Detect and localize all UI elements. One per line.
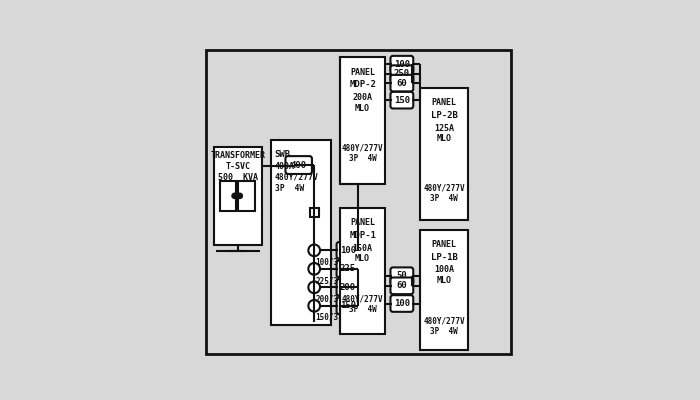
Text: PANEL: PANEL <box>432 240 456 249</box>
Text: MLO: MLO <box>355 254 370 264</box>
Text: 150: 150 <box>340 301 356 310</box>
Text: 50: 50 <box>396 271 407 280</box>
Text: MLO: MLO <box>437 134 452 143</box>
Text: 3P  4W: 3P 4W <box>430 194 458 204</box>
Text: 60: 60 <box>396 281 407 290</box>
Text: 225: 225 <box>340 264 356 273</box>
Text: MDP-1: MDP-1 <box>349 231 376 240</box>
Text: 150: 150 <box>394 96 410 105</box>
FancyBboxPatch shape <box>286 156 312 174</box>
Text: 100: 100 <box>394 299 410 308</box>
Bar <box>420 230 468 350</box>
Bar <box>220 181 237 211</box>
Text: 480Y/277V: 480Y/277V <box>342 144 384 152</box>
Text: 225/3: 225/3 <box>315 276 338 285</box>
Ellipse shape <box>309 263 320 275</box>
Text: LP-1B: LP-1B <box>430 253 458 262</box>
FancyBboxPatch shape <box>391 92 413 108</box>
Text: TRANSFORMER: TRANSFORMER <box>211 151 265 160</box>
Text: 3P  4W: 3P 4W <box>349 305 377 314</box>
Text: 100A: 100A <box>434 265 454 274</box>
Text: 150A: 150A <box>353 244 372 253</box>
Bar <box>238 181 255 211</box>
Bar <box>214 146 262 245</box>
Text: MLO: MLO <box>355 104 370 112</box>
FancyBboxPatch shape <box>337 279 359 296</box>
Text: 100: 100 <box>340 246 356 255</box>
Text: 150/3: 150/3 <box>315 313 338 322</box>
Text: T-SVC: T-SVC <box>225 162 251 171</box>
FancyBboxPatch shape <box>391 56 413 72</box>
Text: 400: 400 <box>290 160 307 170</box>
Bar <box>271 140 331 325</box>
FancyBboxPatch shape <box>391 75 413 92</box>
Text: 480Y/277V: 480Y/277V <box>274 173 319 182</box>
Bar <box>310 208 319 217</box>
FancyBboxPatch shape <box>391 278 413 294</box>
Bar <box>420 88 468 220</box>
Bar <box>340 208 385 334</box>
Text: PANEL: PANEL <box>350 218 375 228</box>
Text: PANEL: PANEL <box>432 98 456 107</box>
Text: SWB: SWB <box>274 150 290 159</box>
FancyBboxPatch shape <box>391 295 413 312</box>
FancyBboxPatch shape <box>337 260 359 277</box>
Text: 125A: 125A <box>434 124 454 132</box>
Text: 500  KVA: 500 KVA <box>218 173 258 182</box>
Bar <box>340 57 385 184</box>
Text: 3P  4W: 3P 4W <box>349 154 377 163</box>
Text: 480Y/277V: 480Y/277V <box>424 316 465 325</box>
Circle shape <box>237 193 242 198</box>
Text: 200: 200 <box>340 283 356 292</box>
Text: MDP-2: MDP-2 <box>349 80 376 90</box>
Circle shape <box>232 193 237 198</box>
Text: 60: 60 <box>396 79 407 88</box>
Text: 480Y/277V: 480Y/277V <box>424 184 465 193</box>
Ellipse shape <box>309 244 320 256</box>
Text: 100/3: 100/3 <box>315 258 338 266</box>
FancyBboxPatch shape <box>337 298 359 314</box>
Text: LP-2B: LP-2B <box>430 111 458 120</box>
Ellipse shape <box>309 282 320 293</box>
FancyBboxPatch shape <box>391 268 413 284</box>
Text: 480Y/277V: 480Y/277V <box>342 294 384 304</box>
Text: 400A: 400A <box>274 162 295 171</box>
Text: 100: 100 <box>394 60 410 69</box>
FancyBboxPatch shape <box>391 65 413 82</box>
Text: PANEL: PANEL <box>350 68 375 76</box>
FancyBboxPatch shape <box>337 242 359 259</box>
Text: 3P  4W: 3P 4W <box>274 184 304 193</box>
Ellipse shape <box>309 300 320 312</box>
Text: 250: 250 <box>394 69 410 78</box>
Text: 200/3: 200/3 <box>315 294 338 304</box>
Text: 3P  4W: 3P 4W <box>430 327 458 336</box>
Text: 200A: 200A <box>353 93 372 102</box>
Text: MLO: MLO <box>437 276 452 285</box>
